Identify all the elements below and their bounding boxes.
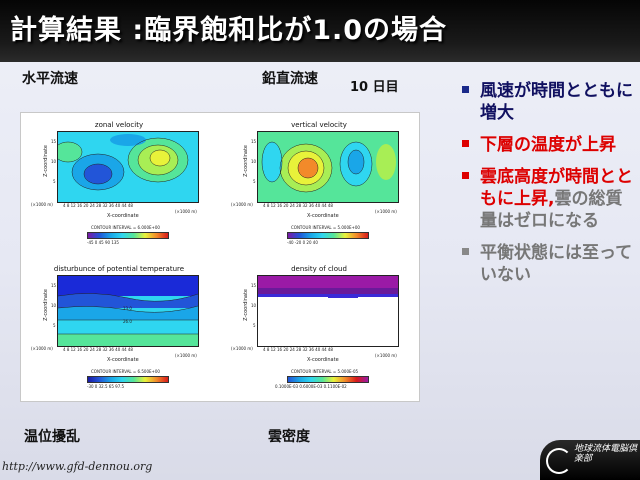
bullet-item: 下層の温度が上昇	[460, 134, 635, 156]
contour-plot	[257, 131, 399, 203]
colorbar	[287, 232, 369, 239]
logo: 地球流体電脳倶楽部	[540, 440, 640, 480]
y-unit: (×1000 m)	[231, 346, 253, 351]
logo-text: 地球流体電脳倶楽部	[574, 444, 638, 464]
x-ticks: 4 8 12 16 20 24 28 32 36 40 44 48	[63, 203, 133, 208]
contour-label: 13.0	[123, 306, 132, 311]
y-axis-label: Z-coordinate	[43, 289, 49, 321]
bullet-text: 風速が時間とともに増大	[480, 81, 633, 123]
y-tick: 5	[53, 323, 56, 328]
bullet-item: 風速が時間とともに増大	[460, 80, 635, 124]
y-tick: 15	[51, 283, 57, 288]
panel-title: zonal velocity	[94, 121, 144, 129]
y-tick: 5	[53, 179, 56, 184]
y-tick: 5	[253, 179, 256, 184]
bullet-text: 平衡状態には至っていない	[480, 243, 633, 285]
x-ticks: 4 8 12 16 20 24 28 32 36 40 44 48	[263, 347, 333, 352]
caption-temperature: 温位擾乱	[24, 429, 80, 445]
x-axis-label: X-coordinate	[307, 213, 339, 219]
y-tick: 15	[251, 283, 257, 288]
x-unit: (×1000 m)	[375, 353, 397, 358]
colorbar-ticks: 0.1000E-03 0.6000E-03 0.1100E-02	[275, 384, 347, 389]
colorbar-ticks: -40 -20 0 20 40	[287, 240, 318, 245]
x-unit: (×1000 m)	[175, 353, 197, 358]
panel-cloud-density: density of cloud Z-coordinate 15 10 5 (×…	[229, 263, 409, 393]
cloud-contour-image	[258, 276, 398, 346]
y-axis-label: Z-coordinate	[243, 145, 249, 177]
y-tick: 15	[251, 139, 257, 144]
colorbar	[287, 376, 369, 383]
panel-vertical-velocity: vertical velocity	[229, 119, 409, 249]
y-tick: 5	[253, 323, 256, 328]
contour-label: 26.0	[123, 319, 132, 324]
y-unit: (×1000 m)	[231, 202, 253, 207]
y-unit: (×1000 m)	[31, 202, 53, 207]
panel-title: density of cloud	[291, 265, 347, 273]
y-tick: 10	[251, 159, 257, 164]
contour-plot	[57, 131, 199, 203]
bullet-text-main: 雲底高度が時間とともに上昇,	[480, 167, 633, 209]
y-axis-label: Z-coordinate	[243, 289, 249, 321]
figure-panel-grid: zonal velocity Z	[20, 112, 420, 402]
vertical-contour-image	[258, 132, 398, 202]
contour-plot	[257, 275, 399, 347]
caption-zonal: 水平流速	[22, 71, 78, 87]
bullet-item: 雲底高度が時間とともに上昇,雲の総質量はゼロになる	[460, 166, 635, 232]
caption-cloud: 雲密度	[268, 429, 310, 445]
y-tick: 10	[51, 159, 57, 164]
caption-vertical: 鉛直流速	[262, 71, 318, 87]
x-ticks: 4 8 12 16 20 24 28 32 36 40 44 48	[63, 347, 133, 352]
x-axis-label: X-coordinate	[107, 357, 139, 363]
footer-url: http://www.gfd-dennou.org	[2, 460, 153, 473]
bullet-list: 風速が時間とともに増大 下層の温度が上昇 雲底高度が時間とともに上昇,雲の総質量…	[460, 80, 635, 296]
zonal-contour-image	[58, 132, 198, 202]
contour-interval: CONTOUR INTERVAL = 5.000E-05	[291, 369, 359, 374]
square-bullet-icon	[462, 248, 469, 255]
contour-interval: CONTOUR INTERVAL = 6.500E+00	[91, 369, 160, 374]
square-bullet-icon	[462, 140, 469, 147]
colorbar-ticks: -45 0 45 90 135	[87, 240, 119, 245]
y-axis-label: Z-coordinate	[43, 145, 49, 177]
slide-title: 計算結果 :臨界飽和比が1.0の場合	[10, 15, 448, 46]
bullet-text: 下層の温度が上昇	[480, 135, 616, 155]
bullet-text-suffix: 雲の総質量はゼロになる	[480, 189, 623, 231]
colorbar	[87, 376, 169, 383]
y-tick: 15	[51, 139, 57, 144]
colorbar-ticks: -30 0 32.5 65 97.5	[87, 384, 125, 389]
y-tick: 10	[51, 303, 57, 308]
y-tick: 10	[251, 303, 257, 308]
panel-title: disturbunce of potential temperature	[53, 265, 185, 273]
bullet-item: 平衡状態には至っていない	[460, 242, 635, 286]
contour-interval: CONTOUR INTERVAL = 6.000E+00	[91, 225, 160, 230]
contour-plot	[57, 275, 199, 347]
x-ticks: 4 8 12 16 20 24 28 32 36 40 44 48	[263, 203, 333, 208]
slide-title-bar: 計算結果 :臨界飽和比が1.0の場合	[0, 0, 640, 62]
bullet-text: 雲底高度が時間とともに上昇,雲の総質量はゼロになる	[480, 166, 635, 232]
x-unit: (×1000 m)	[375, 209, 397, 214]
panel-zonal-velocity: zonal velocity Z	[29, 119, 209, 249]
x-axis-label: X-coordinate	[307, 357, 339, 363]
panel-potential-temperature: disturbunce of potential temperature 13.…	[29, 263, 209, 393]
x-unit: (×1000 m)	[175, 209, 197, 214]
temperature-contour-image	[58, 276, 198, 346]
square-bullet-icon	[462, 172, 469, 179]
x-axis-label: X-coordinate	[107, 213, 139, 219]
day-label: 10 日目	[350, 80, 399, 95]
colorbar	[87, 232, 169, 239]
swirl-logo-icon	[546, 448, 572, 474]
square-bullet-icon	[462, 86, 469, 93]
panel-title: vertical velocity	[291, 121, 347, 129]
y-unit: (×1000 m)	[31, 346, 53, 351]
contour-interval: CONTOUR INTERVAL = 5.000E+00	[291, 225, 360, 230]
